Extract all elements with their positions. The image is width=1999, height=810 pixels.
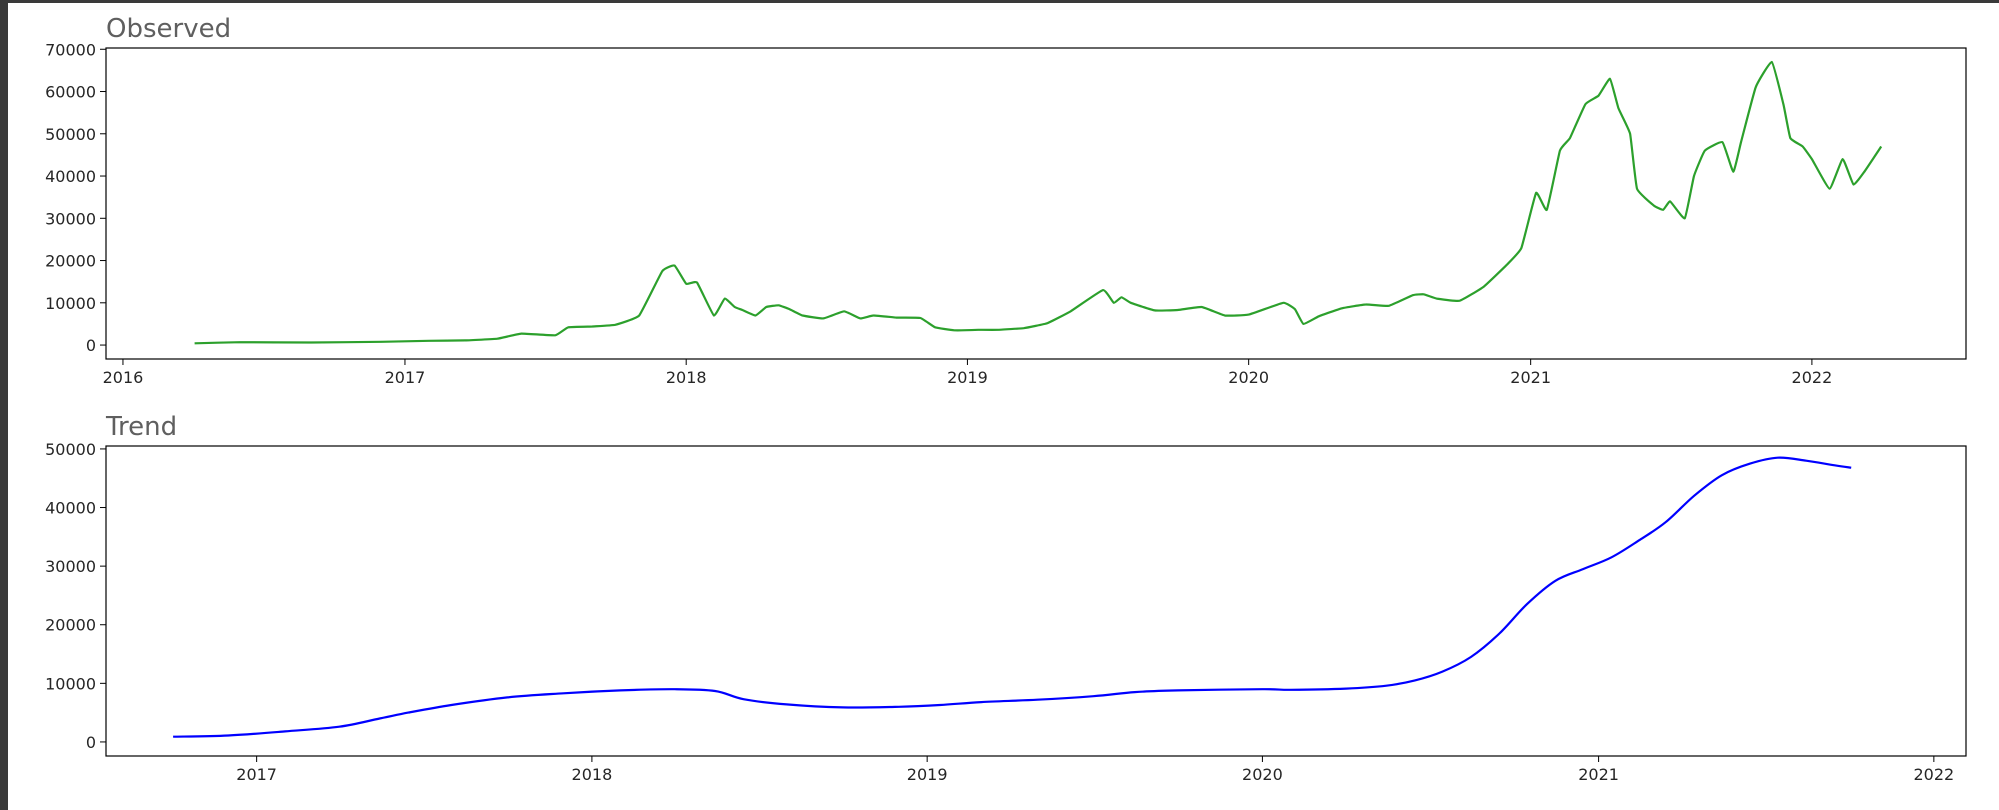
x-tick-label: 2016	[103, 368, 144, 387]
axes-frame	[105, 47, 1967, 360]
y-tick-label: 30000	[45, 557, 96, 576]
panel-title: Trend	[105, 412, 177, 442]
y-tick-label: 70000	[45, 40, 96, 59]
y-tick-label: 60000	[45, 83, 96, 102]
x-tick-label: 2021	[1510, 368, 1551, 387]
x-tick-label: 2020	[1242, 765, 1283, 784]
y-tick-label: 30000	[45, 209, 96, 228]
series-line-observed	[194, 60, 1883, 345]
y-tick-label: 0	[86, 733, 96, 752]
panel-title: Observed	[106, 14, 231, 44]
x-tick-label: 2019	[907, 765, 948, 784]
y-tick-label: 50000	[45, 440, 96, 459]
y-tick-label: 40000	[45, 167, 96, 186]
panel-observed: Observed 0 10000 20000 30000 40000 50000 60000 7…	[45, 14, 1967, 387]
x-tick-label: 2021	[1578, 765, 1619, 784]
y-tick-label: 40000	[45, 499, 96, 518]
series-line-trend	[173, 456, 1852, 738]
x-tick-label: 2018	[572, 765, 613, 784]
decomposition-chart: Observed 0 10000 20000 30000 40000 50000 60000 7…	[45, 14, 1967, 784]
y-tick-label: 20000	[45, 252, 96, 271]
x-tick-label: 2022	[1913, 765, 1954, 784]
panel-trend: Trend 0 10000 20000 30000 40000 50000 2017 2018 2…	[45, 412, 1967, 784]
x-tick-label: 2019	[947, 368, 988, 387]
y-tick-label: 50000	[45, 125, 96, 144]
x-tick-label: 2020	[1228, 368, 1269, 387]
y-tick-label: 10000	[45, 294, 96, 313]
axes-frame	[105, 445, 1967, 757]
x-tick-label: 2017	[236, 765, 277, 784]
x-tick-label: 2022	[1792, 368, 1833, 387]
chart-canvas: Observed 0 10000 20000 30000 40000 50000 60000 7…	[8, 3, 1999, 810]
y-tick-label: 0	[86, 336, 96, 355]
y-tick-label: 20000	[45, 616, 96, 635]
y-tick-label: 10000	[45, 674, 96, 693]
x-tick-label: 2018	[666, 368, 707, 387]
x-tick-label: 2017	[385, 368, 426, 387]
